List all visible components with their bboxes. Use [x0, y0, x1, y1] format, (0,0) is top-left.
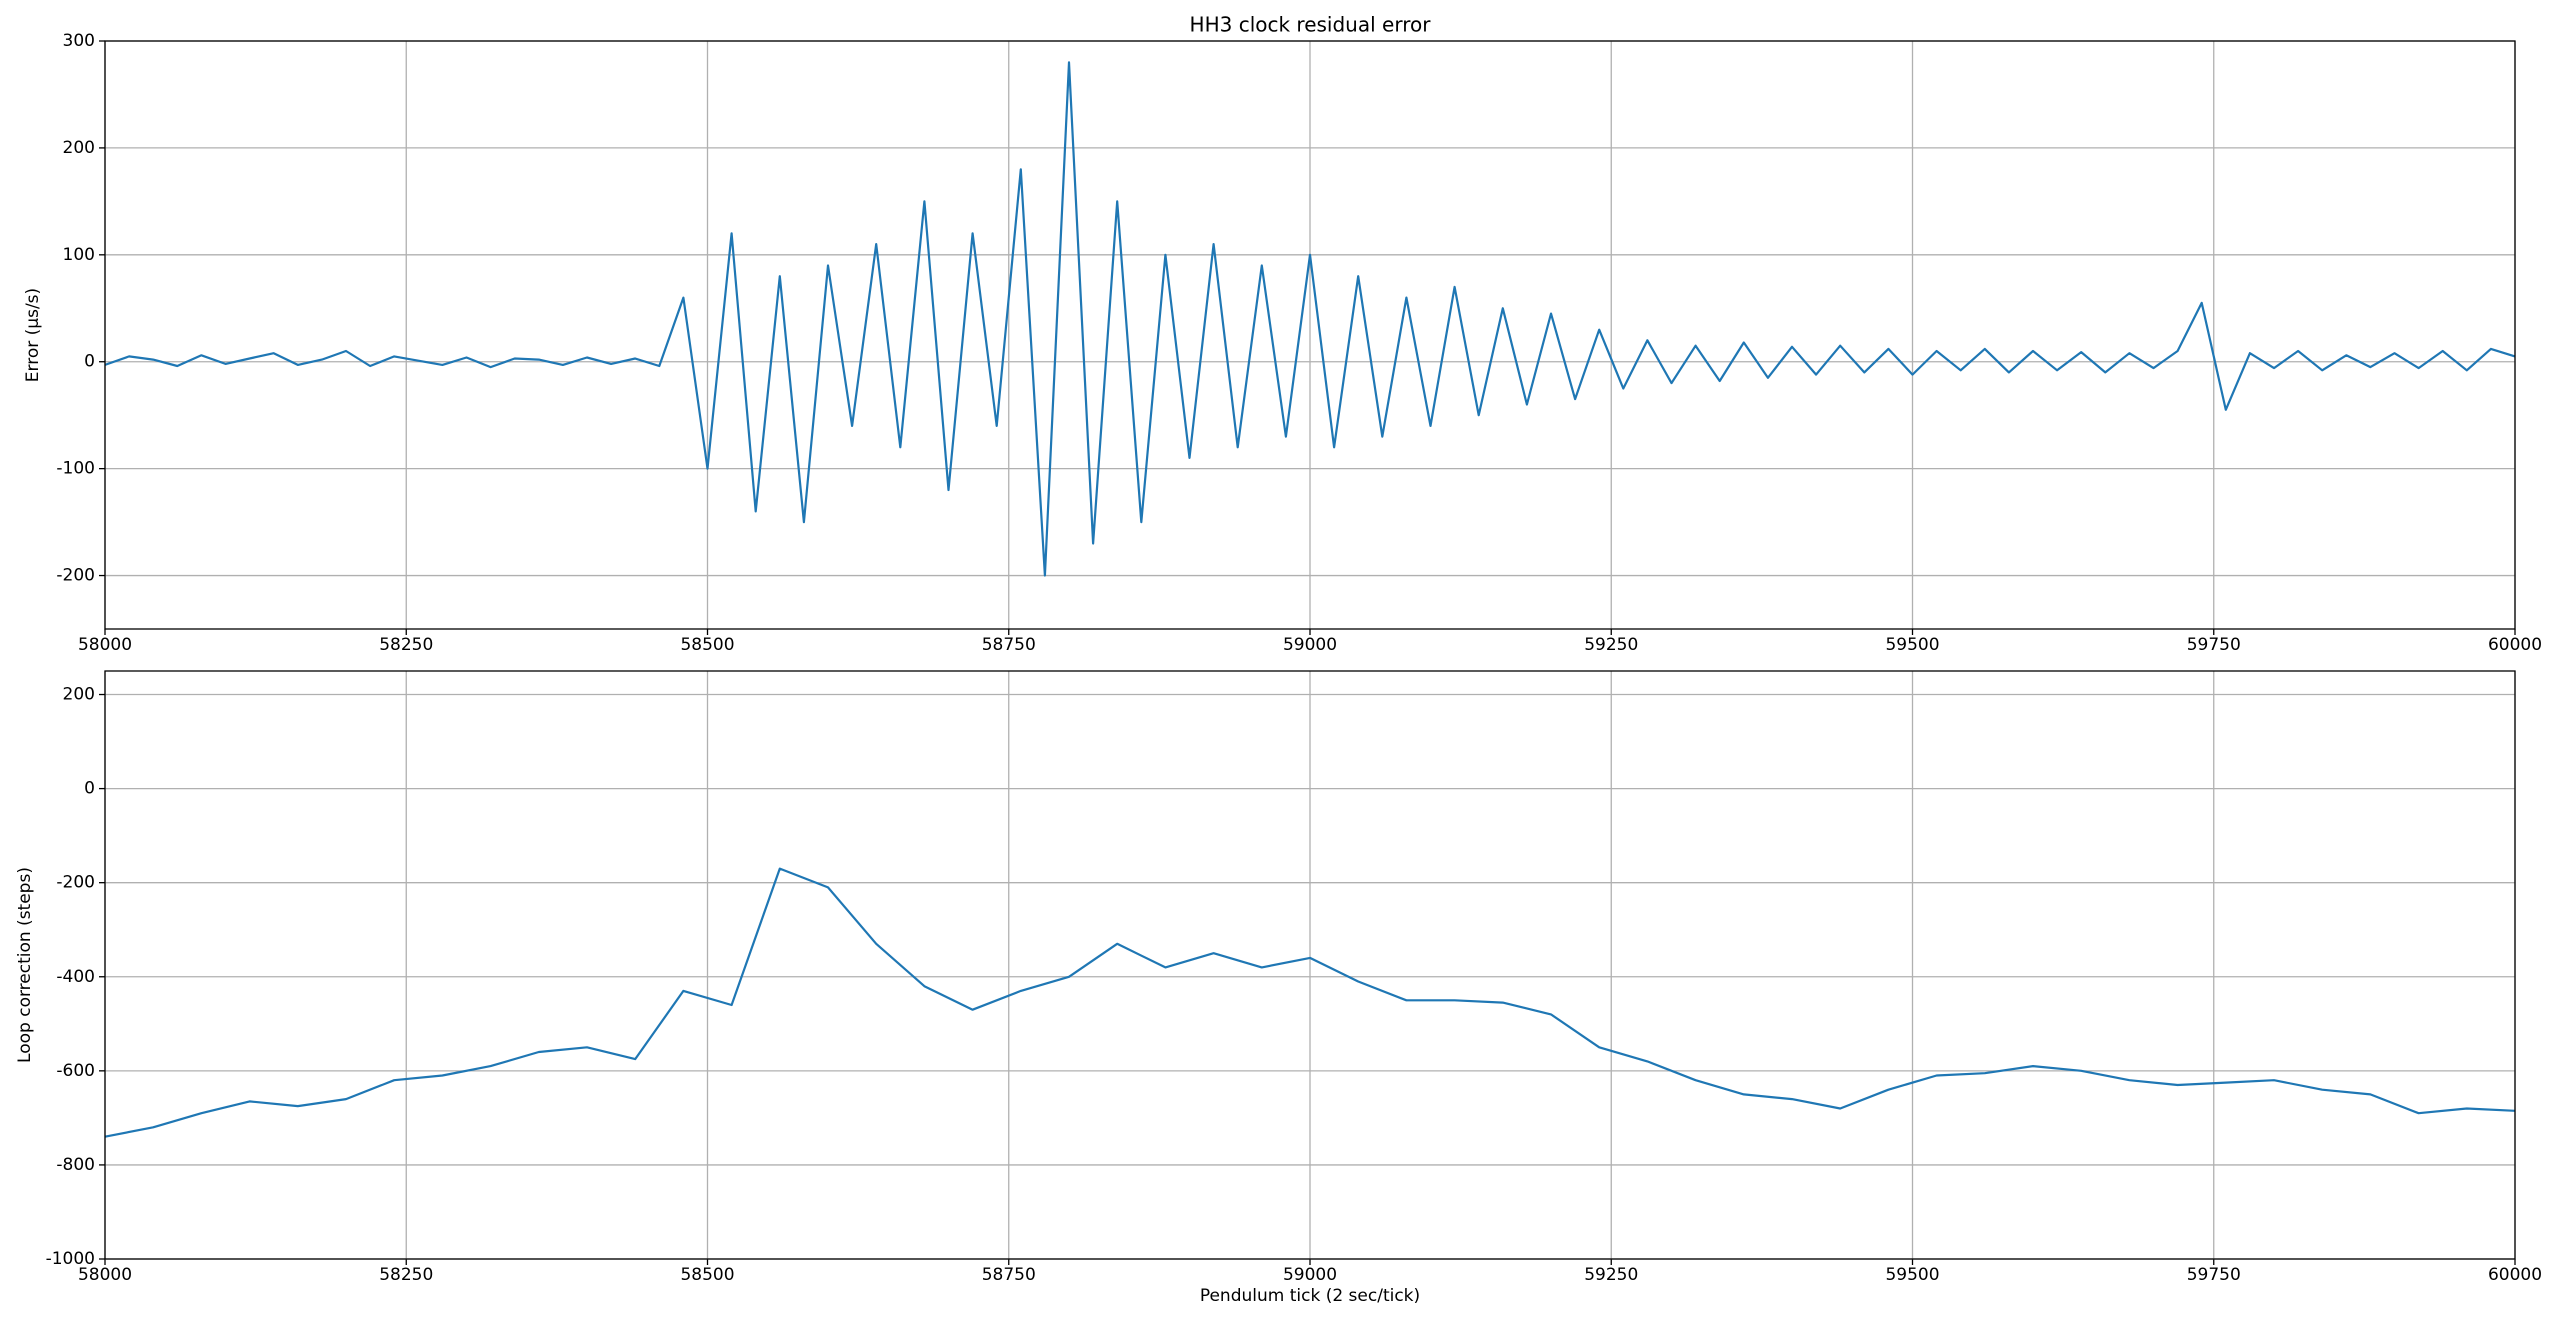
- x-tick-label: 59250: [1584, 1265, 1638, 1285]
- data-line: [104, 61, 2516, 577]
- x-tick-label: 59500: [1885, 1265, 1939, 1285]
- chart-title: HH3 clock residual error: [1190, 13, 1432, 37]
- y-tick-label: -1000: [46, 1249, 95, 1269]
- y-tick-label: 0: [84, 352, 95, 372]
- x-tick-label: 58750: [982, 635, 1036, 655]
- x-tick-label: 59750: [2187, 1265, 2241, 1285]
- x-tick-label: 58000: [78, 1265, 132, 1285]
- x-tick-label: 58250: [379, 635, 433, 655]
- y-tick-label: -800: [56, 1155, 95, 1175]
- y-tick-label: -200: [56, 873, 95, 893]
- y-tick-label: 0: [84, 779, 95, 799]
- x-axis-label: Pendulum tick (2 sec/tick): [1200, 1286, 1420, 1306]
- x-tick-label: 59750: [2187, 635, 2241, 655]
- y-tick-label: 300: [63, 31, 95, 51]
- y-axis-label: Loop correction (steps): [15, 867, 35, 1063]
- y-tick-label: -100: [56, 459, 95, 479]
- y-tick-label: -200: [56, 566, 95, 586]
- y-tick-label: -400: [56, 967, 95, 987]
- y-tick-label: 100: [63, 245, 95, 265]
- x-tick-label: 60000: [2488, 1265, 2542, 1285]
- x-tick-label: 59000: [1283, 635, 1337, 655]
- data-line: [104, 867, 2516, 1138]
- x-tick-label: 58500: [680, 635, 734, 655]
- y-tick-label: 200: [63, 138, 95, 158]
- x-tick-label: 58500: [680, 1265, 734, 1285]
- x-tick-label: 58750: [982, 1265, 1036, 1285]
- plot-frame: [104, 40, 2516, 630]
- y-tick-label: 200: [63, 685, 95, 705]
- y-tick-label: -600: [56, 1061, 95, 1081]
- x-tick-label: 59500: [1885, 635, 1939, 655]
- plot-frame: [104, 670, 2516, 1260]
- x-tick-label: 58250: [379, 1265, 433, 1285]
- x-tick-label: 58000: [78, 635, 132, 655]
- x-tick-label: 59000: [1283, 1265, 1337, 1285]
- x-tick-label: 60000: [2488, 635, 2542, 655]
- x-tick-label: 59250: [1584, 635, 1638, 655]
- y-axis-label: Error (μs/s): [23, 288, 43, 382]
